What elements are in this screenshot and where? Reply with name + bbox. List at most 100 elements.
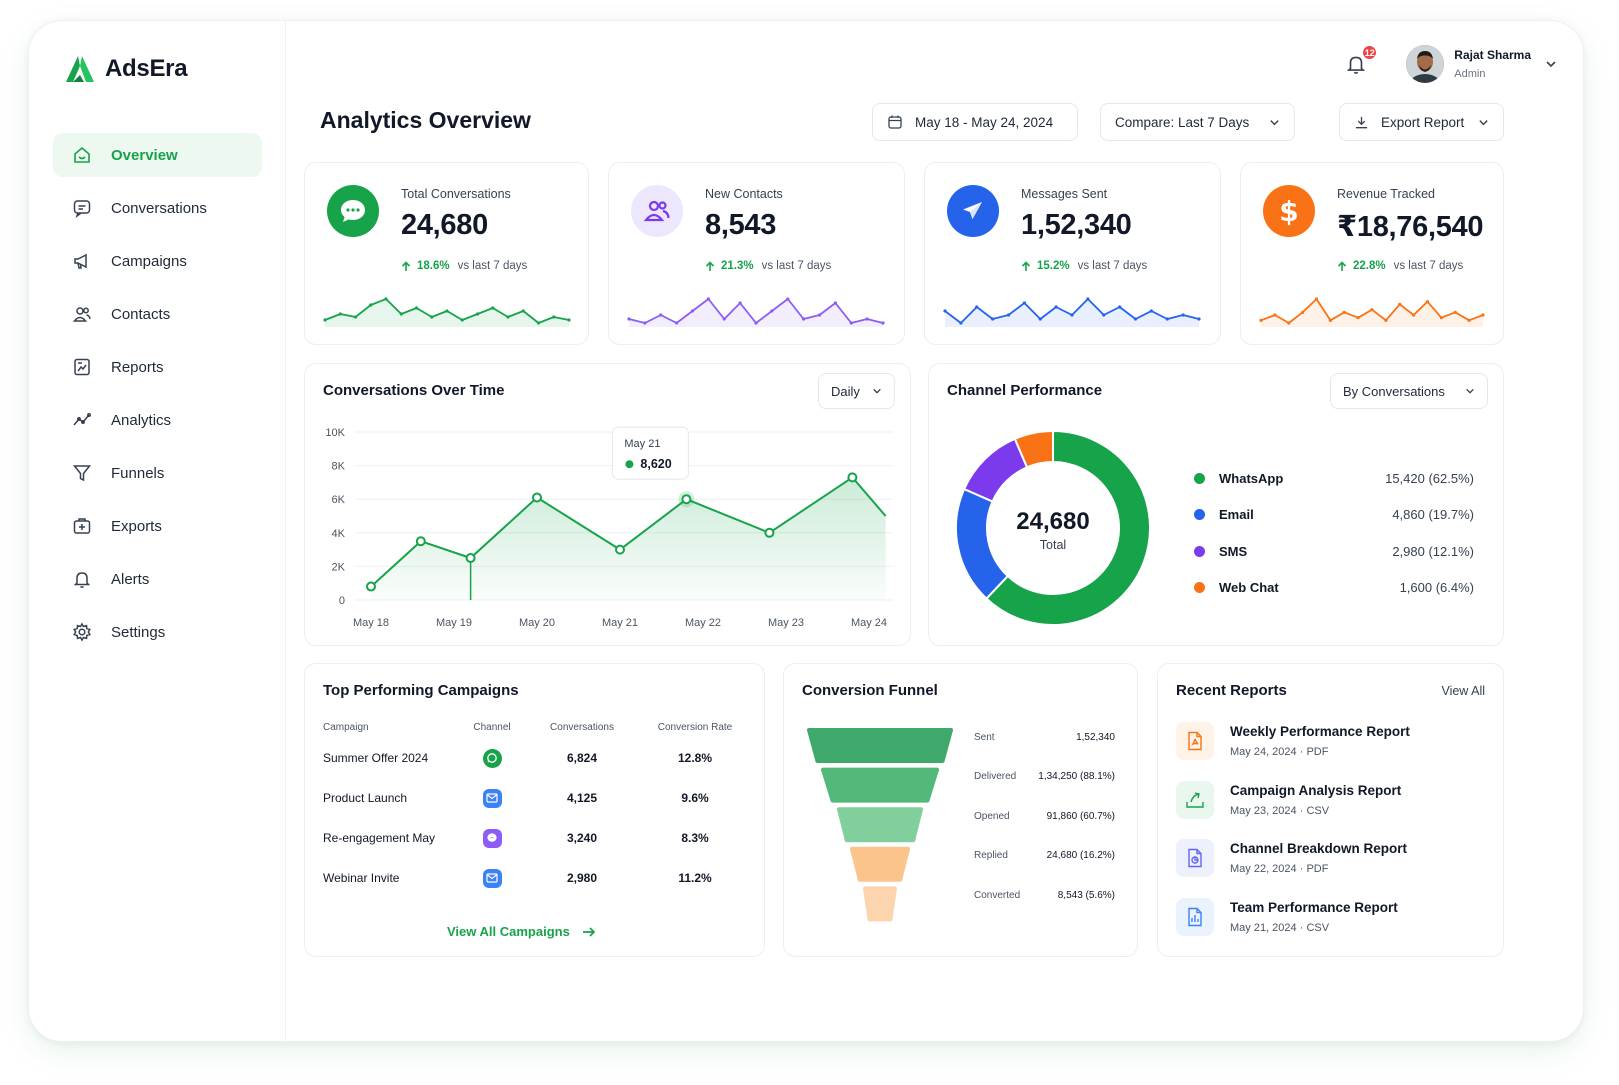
funnel-label: Delivered — [974, 771, 1017, 782]
channel-legend: WhatsApp 15,420 (62.5%) Email 4,860 (19.… — [1194, 460, 1474, 606]
sidebar-item-conversations[interactable]: Conversations — [53, 186, 262, 230]
campaign-conversations: 3,240 — [566, 831, 598, 845]
date-range-button[interactable]: May 18 - May 24, 2024 — [872, 103, 1078, 141]
legend-label: SMS — [1219, 543, 1248, 559]
calendar-icon — [888, 115, 902, 129]
tooltip-value: 8,620 — [640, 457, 671, 471]
funnel-row: Delivered 1,34,250 (88.1%) — [974, 771, 1115, 782]
report-icon — [71, 356, 93, 378]
funnel-chart — [807, 728, 953, 922]
sidebar-item-settings[interactable]: Settings — [53, 610, 262, 654]
sparkline-point — [659, 313, 663, 317]
legend-label: Email — [1219, 507, 1254, 523]
granularity-label: Daily — [831, 383, 860, 399]
channel-metric-label: By Conversations — [1343, 383, 1445, 399]
campaign-name: Webinar Invite — [323, 871, 400, 885]
column-header: Conversion Rate — [657, 721, 733, 733]
sparkline-point — [1439, 316, 1443, 320]
sparkline-point — [786, 297, 790, 301]
table-row[interactable]: Product Launch 4,125 9.6% — [323, 778, 749, 818]
funnel-label: Opened — [974, 811, 1010, 822]
funnel-stage-sent — [807, 728, 953, 763]
sidebar-item-exports[interactable]: Exports — [53, 504, 262, 548]
table-row[interactable]: Webinar Invite 2,980 11.2% — [323, 858, 749, 898]
kpi-delta: 21.3% vs last 7 days — [705, 260, 831, 272]
sparkline-point — [770, 309, 774, 313]
report-item[interactable]: Weekly Performance Report May 24, 2024 · … — [1176, 722, 1410, 760]
channel-donut-chart — [955, 429, 1151, 626]
trend-icon — [71, 409, 93, 431]
report-title: Campaign Analysis Report — [1230, 783, 1402, 798]
notifications-button[interactable]: 12 — [1342, 44, 1379, 78]
sparkline-point — [706, 297, 710, 301]
logo[interactable]: AdsEra — [65, 55, 188, 83]
campaign-conversion-rate: 8.3% — [681, 831, 709, 845]
report-format: CSV — [1306, 922, 1330, 934]
sparkline-chart — [943, 297, 1201, 327]
sparkline-area — [629, 299, 883, 327]
kpi-value: 8,543 — [705, 209, 777, 241]
sparkline-point — [430, 315, 434, 319]
sparkline-point — [1259, 318, 1263, 322]
card-title: Channel Performance — [947, 382, 1103, 399]
dollar-icon: $ — [1263, 185, 1315, 237]
sparkline-point — [833, 301, 837, 305]
report-item[interactable]: Team Performance Report May 21, 2024 · CS… — [1176, 898, 1398, 936]
data-point — [415, 536, 426, 547]
view-all-campaigns-link[interactable]: View All Campaigns — [447, 924, 596, 939]
sparkline-point — [754, 321, 758, 325]
filter-icon — [71, 462, 93, 484]
granularity-select[interactable]: Daily — [818, 373, 895, 409]
kpi-delta-caption: vs last 7 days — [761, 260, 832, 272]
avatar[interactable] — [1406, 45, 1445, 83]
chevron-down-icon — [873, 388, 881, 394]
data-point — [615, 544, 625, 555]
funnel-label: Converted — [974, 890, 1021, 901]
compare-select[interactable]: Compare: Last 7 Days — [1100, 103, 1295, 141]
funnel-row: Opened 91,860 (60.7%) — [974, 811, 1115, 822]
arrow-up-icon — [401, 260, 411, 271]
sparkline-point — [1328, 318, 1332, 322]
export-report-button[interactable]: Export Report — [1339, 103, 1504, 141]
column-header: Channel — [473, 721, 511, 733]
report-item[interactable]: Channel Breakdown Report May 22, 2024 · P… — [1176, 839, 1407, 877]
table-row[interactable]: Summer Offer 2024 6,824 12.8% — [323, 738, 749, 778]
report-title: Team Performance Report — [1230, 900, 1398, 915]
sparkline-point — [1006, 313, 1011, 317]
report-item[interactable]: Campaign Analysis Report May 23, 2024 · C… — [1176, 781, 1401, 819]
sidebar-item-analytics[interactable]: Analytics — [53, 398, 262, 442]
sidebar-item-reports[interactable]: Reports — [53, 345, 262, 389]
chevron-down-icon[interactable] — [1545, 58, 1557, 70]
sidebar-item-campaigns[interactable]: Campaigns — [53, 239, 262, 283]
user-role: Admin — [1454, 68, 1486, 80]
donut-slice-web-chat — [1013, 429, 1054, 469]
bell-icon — [1347, 56, 1366, 74]
export-label: Export Report — [1381, 114, 1465, 130]
view-all-reports-link[interactable]: View All — [1441, 684, 1485, 698]
legend-dot — [1194, 509, 1205, 521]
sidebar-item-overview[interactable]: Overview — [53, 133, 262, 177]
arrow-up-icon — [1337, 260, 1347, 271]
campaigns-table: Campaign Channel Conversations Conversio… — [323, 716, 749, 898]
arrow-up-icon — [705, 260, 715, 271]
channel-metric-select[interactable]: By Conversations — [1330, 373, 1488, 409]
x-tick-label: May 22 — [685, 617, 721, 629]
report-meta: May 23, 2024 · CSV — [1230, 805, 1330, 817]
table-row[interactable]: Re-engagement May 3,240 8.3% — [323, 818, 749, 858]
sidebar-item-alerts[interactable]: Alerts — [53, 557, 262, 601]
spreadsheet-icon — [1176, 898, 1214, 936]
sidebar-item-label: Campaigns — [111, 252, 187, 270]
sparkline-point — [943, 309, 947, 313]
report-date: May 23, 2024 — [1230, 805, 1297, 817]
sidebar-item-contacts[interactable]: Contacts — [53, 292, 262, 336]
sparkline-point — [323, 318, 327, 322]
sparkline-point — [338, 312, 342, 316]
user-info[interactable]: Rajat Sharma Admin — [1454, 48, 1531, 80]
kpi-label: Messages Sent — [1021, 187, 1108, 201]
sparkline-point — [521, 309, 525, 313]
x-tick-label: May 19 — [436, 617, 472, 629]
kpi-value: 1,52,340 — [1021, 209, 1132, 241]
legend-value: 4,860 (19.7%) — [1392, 507, 1474, 523]
sidebar-item-funnels[interactable]: Funnels — [53, 451, 262, 495]
data-point — [366, 581, 376, 592]
